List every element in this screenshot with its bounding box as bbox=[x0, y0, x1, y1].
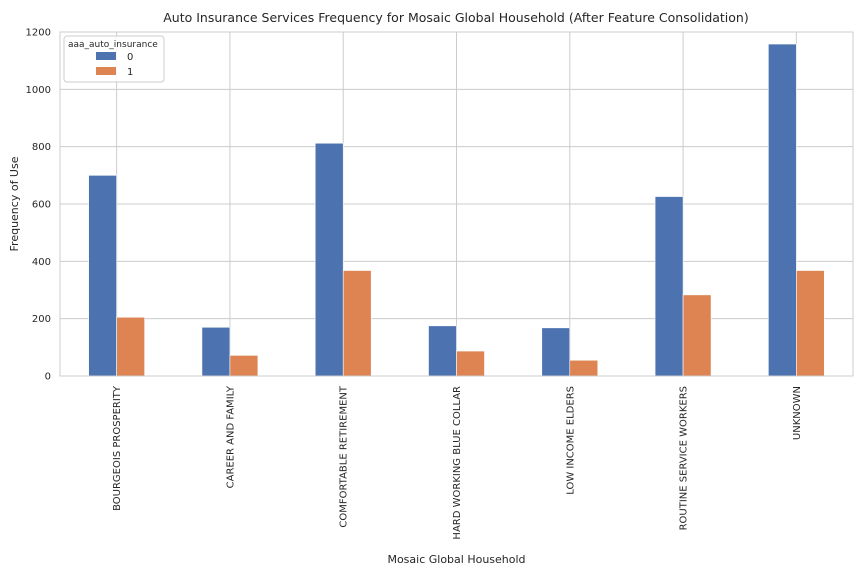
y-tick-label: 1200 bbox=[26, 28, 51, 39]
x-tick-label: LOW INCOME ELDERS bbox=[565, 386, 576, 495]
bars-group bbox=[88, 43, 825, 377]
bar-series-0 bbox=[201, 326, 231, 377]
x-tick-label: HARD WORKING BLUE COLLAR bbox=[452, 386, 463, 540]
chart-title: Auto Insurance Services Frequency for Mo… bbox=[163, 10, 748, 25]
bar-series-1 bbox=[116, 316, 145, 377]
x-tick-label: UNKNOWN bbox=[792, 386, 803, 440]
plot-area-frame bbox=[59, 31, 854, 377]
bar-series-0 bbox=[654, 196, 684, 377]
bar-series-1 bbox=[229, 355, 259, 377]
bar-series-0 bbox=[314, 142, 344, 377]
bar-series-0 bbox=[88, 175, 117, 377]
x-tick-label: CAREER AND FAMILY bbox=[225, 385, 236, 488]
y-tick-label: 800 bbox=[32, 142, 51, 153]
bar-series-1 bbox=[342, 270, 372, 377]
bar-series-0 bbox=[768, 43, 797, 377]
x-tick-label: BOURGEOIS PROSPERITY bbox=[112, 385, 123, 511]
bar-series-0 bbox=[428, 325, 457, 377]
y-axis-label: Frequency of Use bbox=[8, 156, 21, 251]
legend-swatch-1 bbox=[96, 67, 116, 75]
bar-series-1 bbox=[796, 270, 825, 377]
legend-label-1: 1 bbox=[127, 67, 133, 78]
y-tick-labels: 0 200 400 600 800 1000 1200 bbox=[26, 28, 51, 383]
x-axis-label: Mosaic Global Household bbox=[387, 553, 525, 566]
y-tick-label: 0 bbox=[45, 372, 51, 383]
bar-series-1 bbox=[682, 294, 712, 377]
bar-series-0 bbox=[541, 327, 571, 377]
y-tick-label: 600 bbox=[32, 200, 51, 211]
y-tick-label: 400 bbox=[32, 257, 51, 268]
legend-swatch-0 bbox=[96, 52, 116, 60]
x-tick-labels: BOURGEOIS PROSPERITY CAREER AND FAMILY COM… bbox=[112, 385, 803, 539]
legend: aaa_auto_insurance 0 1 bbox=[63, 35, 165, 83]
bar-series-1 bbox=[456, 350, 485, 377]
y-tick-label: 200 bbox=[32, 314, 51, 325]
y-tick-label: 1000 bbox=[26, 85, 51, 96]
bar-series-1 bbox=[569, 359, 599, 377]
legend-label-0: 0 bbox=[127, 52, 133, 63]
x-tick-label: ROUTINE SERVICE WORKERS bbox=[679, 386, 690, 530]
x-tick-label: COMFORTABLE RETIREMENT bbox=[339, 385, 350, 527]
legend-title: aaa_auto_insurance bbox=[68, 40, 158, 50]
